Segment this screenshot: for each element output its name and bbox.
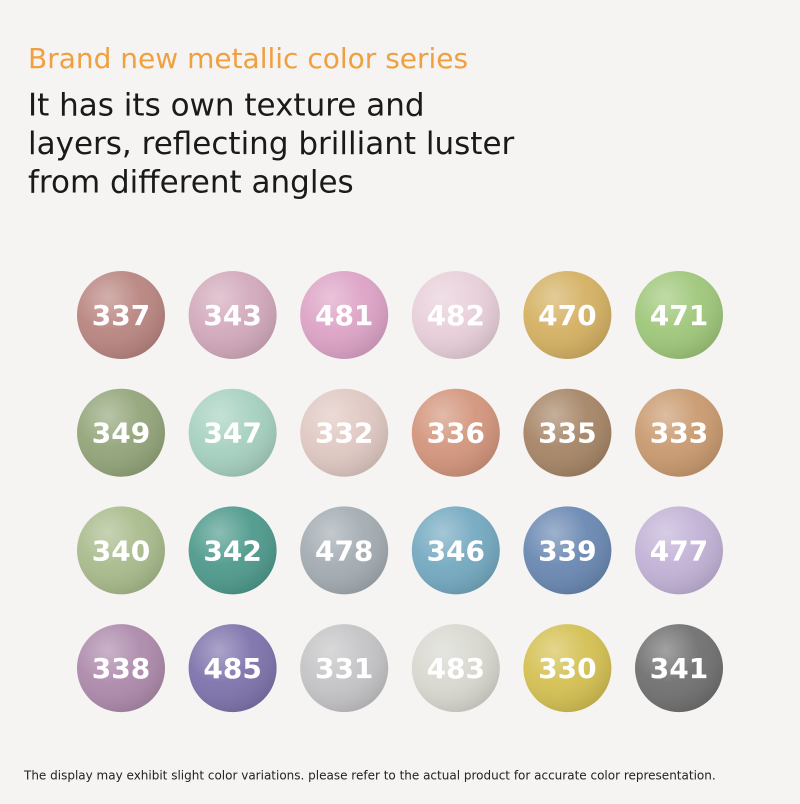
subtitle-line: layers, reflecting brilliant luster [28,126,515,162]
swatch-sheen [300,271,389,359]
swatch-label: 346 [427,534,485,567]
swatch-label: 333 [650,417,708,450]
swatch-label: 331 [315,652,373,685]
subtitle-line: from different angles [28,165,354,201]
swatch-sheen [523,506,612,595]
swatch-sheen [77,388,165,477]
swatch-sheen [188,506,277,595]
swatch-label: 349 [92,417,150,450]
footer-note: The display may exhibit slight color var… [23,769,716,783]
swatch-label: 470 [538,299,596,332]
swatch-label: 338 [92,652,150,685]
swatch-sheen [188,388,277,477]
title: Brand new metallic color series [28,42,468,75]
swatch-sheen [411,388,500,477]
swatch-label: 482 [427,299,485,332]
swatch-sheen [411,506,500,595]
swatch-sheen [188,271,277,359]
swatch-sheen [188,624,277,713]
swatch-sheen [635,624,723,713]
swatch-label: 485 [203,652,261,685]
swatch-label: 483 [427,652,485,685]
swatch-sheen [77,506,165,595]
swatch-label: 477 [650,534,708,567]
swatch-label: 481 [315,299,373,332]
swatch-label: 342 [203,534,261,567]
swatch-label: 335 [538,417,596,450]
swatch-sheen [77,271,165,359]
swatch-label: 478 [315,534,373,567]
swatch-label: 471 [650,299,708,332]
subtitle-line: It has its own texture and [28,88,425,124]
swatch-sheen [77,624,165,713]
swatch-label: 332 [315,417,373,450]
swatch-label: 336 [427,417,485,450]
swatch-sheen [635,271,723,359]
swatch-label: 330 [538,652,596,685]
swatch-label: 343 [203,299,261,332]
swatch-sheen [300,624,389,713]
swatch-sheen [523,388,612,477]
swatch-sheen [523,271,612,359]
swatch-sheen [635,388,723,477]
swatch-label: 339 [538,534,596,567]
swatch-sheen [300,388,389,477]
swatch-sheen [411,624,500,713]
swatch-sheen [300,506,389,595]
swatch-sheen [635,506,723,595]
swatch-label: 337 [92,299,150,332]
swatch-label: 341 [650,652,708,685]
swatch-sheen [411,271,500,359]
swatch-sheen [523,624,612,713]
swatch-label: 340 [92,534,150,567]
swatch-label: 347 [203,417,261,450]
